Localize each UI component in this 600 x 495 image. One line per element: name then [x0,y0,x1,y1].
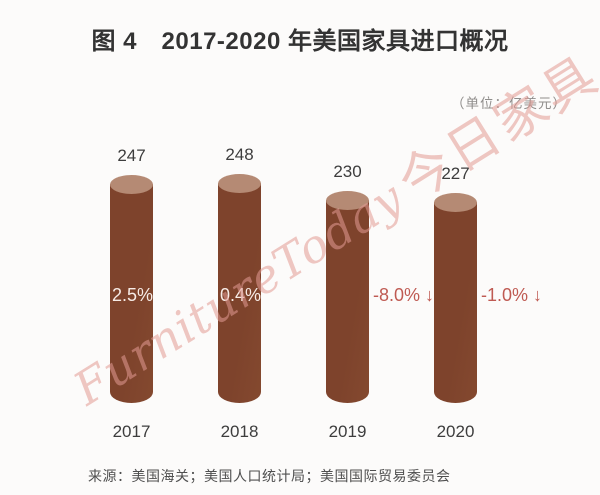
chart-title: 图 4 2017-2020 年美国家具进口概况 [91,28,509,55]
bar-value-label-2017: 247 [117,146,146,165]
x-axis-label-2018: 2018 [220,422,259,441]
cylinder-bar-2019 [326,191,369,403]
bar-group: 247 2.5% 2017 [110,146,154,441]
cylinder-body [218,183,261,403]
cylinder-top-face [110,175,153,194]
cylinder-top-face [218,174,261,193]
bar-group: 227 -1.0% ↓ 2020 [434,164,542,441]
x-axis-label-2020: 2020 [436,422,475,441]
growth-label-2017: 2.5% [112,285,154,305]
cylinder-top-face [434,193,477,212]
cylinder-bar-2020 [434,193,477,403]
growth-label-2020: -1.0% ↓ [481,285,543,305]
cylinder-body [434,202,477,403]
x-axis-label-2019: 2019 [328,422,367,441]
bar-value-label-2018: 248 [225,145,254,164]
bar-group: 248 0.4% 2018 [218,145,262,441]
bar-value-label-2020: 227 [441,164,470,183]
bar-group: 230 -8.0% ↓ 2019 [326,162,434,441]
cylinder-top-face [326,191,369,210]
bar-value-label-2019: 230 [333,162,362,181]
unit-label: （单位：亿美元） [451,96,567,111]
cylinder-bar-2017 [110,175,153,403]
cylinder-body [110,184,153,403]
cylinder-bar-2018 [218,174,261,403]
x-axis-label-2017: 2017 [112,422,151,441]
growth-label-2019: -8.0% ↓ [373,285,435,305]
growth-label-2018: 0.4% [220,285,262,305]
cylinder-body [326,200,369,403]
source-note: 来源：美国海关；美国人口统计局；美国国际贸易委员会 [88,468,451,484]
